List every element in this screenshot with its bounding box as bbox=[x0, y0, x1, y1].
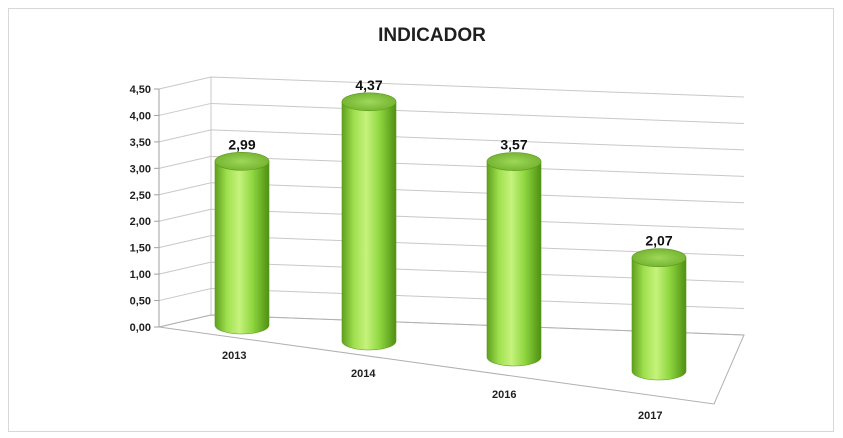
bars-layer bbox=[214, 92, 687, 381]
chart-svg: INDICADOR 0,00 0,50 1,00 1,50 2,00 2,50 3,00 3,… bbox=[130, 25, 745, 422]
y-tick-label: 4,50 bbox=[130, 84, 151, 96]
x-category-label: 2013 bbox=[222, 350, 246, 362]
bar-top bbox=[341, 92, 397, 112]
bar-top bbox=[631, 248, 687, 267]
chart-title: INDICADOR bbox=[378, 25, 486, 46]
bar-top bbox=[486, 152, 542, 171]
labels-layer: 0,00 0,50 1,00 1,50 2,00 2,50 3,00 3,50 4,00 4,50… bbox=[130, 77, 673, 422]
axes-layer bbox=[154, 76, 745, 405]
x-category-label: 2014 bbox=[351, 368, 376, 380]
bar-body bbox=[631, 257, 687, 381]
x-category-label: 2016 bbox=[492, 389, 516, 401]
bar-2014 bbox=[341, 92, 397, 351]
y-tick-label: 2,00 bbox=[130, 216, 151, 228]
y-tick-label: 3,50 bbox=[130, 137, 151, 149]
y-tick-label: 3,00 bbox=[130, 163, 151, 175]
data-label: 4,37 bbox=[355, 77, 382, 93]
y-tick-label: 0,00 bbox=[130, 322, 151, 334]
bar-2013 bbox=[214, 152, 270, 335]
gridline bbox=[154, 102, 745, 124]
bar-body bbox=[341, 101, 397, 351]
x-category-label: 2017 bbox=[638, 410, 662, 422]
gridline bbox=[154, 76, 745, 98]
y-tick-label: 2,50 bbox=[130, 190, 151, 202]
chart-frame: INDICADOR 0,00 0,50 1,00 1,50 2,00 2,50 3,00 3,… bbox=[8, 8, 834, 432]
bar-top bbox=[214, 152, 270, 171]
bar-2016 bbox=[486, 152, 542, 367]
bar-body bbox=[486, 161, 542, 367]
data-label: 3,57 bbox=[500, 137, 527, 153]
data-label: 2,99 bbox=[228, 136, 255, 152]
y-tick-label: 1,50 bbox=[130, 243, 151, 255]
y-tick-label: 1,00 bbox=[130, 269, 151, 281]
data-label: 2,07 bbox=[645, 233, 672, 249]
floor bbox=[158, 314, 745, 405]
bar-body bbox=[214, 161, 270, 335]
y-tick-label: 0,50 bbox=[130, 296, 151, 308]
y-tick-label: 4,00 bbox=[130, 110, 151, 122]
bar-2017 bbox=[631, 248, 687, 381]
